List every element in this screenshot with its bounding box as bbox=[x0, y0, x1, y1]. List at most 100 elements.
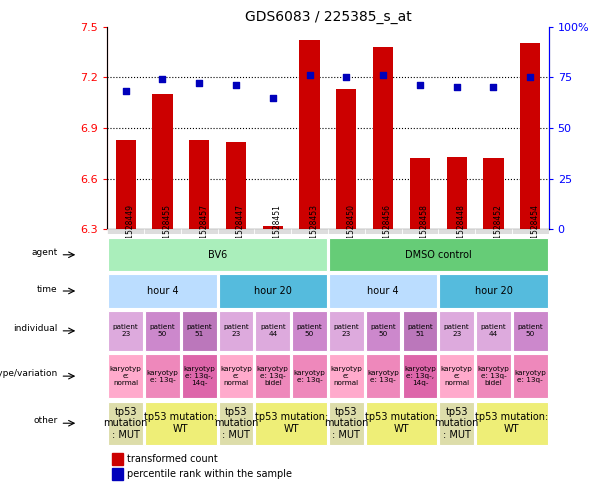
Text: patient
50: patient 50 bbox=[150, 325, 175, 337]
Bar bbox=[145, 311, 180, 351]
Bar bbox=[403, 355, 437, 398]
Text: hour 4: hour 4 bbox=[147, 286, 178, 296]
Text: GSM1528456: GSM1528456 bbox=[383, 204, 392, 255]
Text: GSM1528450: GSM1528450 bbox=[346, 204, 356, 255]
Bar bbox=[513, 311, 547, 351]
Point bbox=[268, 94, 278, 101]
Text: GSM1528448: GSM1528448 bbox=[457, 204, 466, 255]
Point bbox=[158, 75, 167, 83]
Bar bbox=[513, 355, 547, 398]
Text: percentile rank within the sample: percentile rank within the sample bbox=[127, 469, 292, 479]
Bar bbox=[153, 94, 173, 229]
Bar bbox=[365, 229, 402, 234]
Bar bbox=[299, 40, 320, 229]
Text: GSM1528447: GSM1528447 bbox=[236, 204, 245, 255]
Point bbox=[452, 84, 462, 91]
Bar bbox=[336, 89, 357, 229]
Text: GSM1528458: GSM1528458 bbox=[420, 204, 429, 255]
Text: tp53 mutation:
WT: tp53 mutation: WT bbox=[144, 412, 218, 434]
Text: hour 20: hour 20 bbox=[254, 286, 292, 296]
Bar bbox=[366, 401, 437, 445]
Bar bbox=[219, 355, 253, 398]
Bar bbox=[292, 355, 327, 398]
Bar bbox=[366, 311, 400, 351]
Bar bbox=[109, 355, 143, 398]
Bar bbox=[520, 43, 541, 229]
Bar bbox=[145, 355, 180, 398]
Bar bbox=[440, 274, 547, 308]
Bar bbox=[291, 229, 328, 234]
Bar bbox=[254, 229, 291, 234]
Text: patient
50: patient 50 bbox=[517, 325, 543, 337]
Bar bbox=[226, 142, 246, 229]
Bar bbox=[263, 226, 283, 229]
Bar bbox=[112, 468, 123, 480]
Bar bbox=[109, 401, 143, 445]
Bar bbox=[447, 156, 467, 229]
Text: patient
44: patient 44 bbox=[260, 325, 286, 337]
Point bbox=[231, 82, 241, 89]
Text: hour 20: hour 20 bbox=[474, 286, 512, 296]
Bar bbox=[329, 311, 364, 351]
Text: GSM1528452: GSM1528452 bbox=[493, 204, 503, 255]
Bar bbox=[109, 238, 327, 271]
Bar bbox=[189, 140, 210, 229]
Text: tp53
mutation
: MUT: tp53 mutation : MUT bbox=[214, 407, 258, 440]
Text: agent: agent bbox=[31, 248, 58, 257]
Bar bbox=[292, 311, 327, 351]
Text: genotype/variation: genotype/variation bbox=[0, 369, 58, 378]
Bar bbox=[484, 158, 504, 229]
Bar bbox=[329, 238, 547, 271]
Bar bbox=[512, 229, 549, 234]
Bar bbox=[109, 311, 143, 351]
Text: tp53
mutation
: MUT: tp53 mutation : MUT bbox=[324, 407, 368, 440]
Text: other: other bbox=[33, 416, 58, 426]
Bar bbox=[182, 355, 216, 398]
Text: DMSO control: DMSO control bbox=[405, 250, 471, 260]
Bar bbox=[409, 158, 430, 229]
Text: karyotyp
e:
normal: karyotyp e: normal bbox=[220, 366, 252, 386]
Text: tp53 mutation:
WT: tp53 mutation: WT bbox=[475, 412, 549, 434]
Bar bbox=[328, 229, 365, 234]
Bar bbox=[402, 229, 438, 234]
Text: tp53
mutation
: MUT: tp53 mutation : MUT bbox=[435, 407, 479, 440]
Point bbox=[378, 71, 388, 79]
Text: patient
23: patient 23 bbox=[444, 325, 470, 337]
Bar bbox=[219, 274, 327, 308]
Bar bbox=[440, 311, 474, 351]
Text: GSM1528453: GSM1528453 bbox=[310, 204, 319, 255]
Bar bbox=[438, 229, 475, 234]
Text: individual: individual bbox=[13, 324, 58, 333]
Text: patient
50: patient 50 bbox=[297, 325, 322, 337]
Text: karyotyp
e: 13q-: karyotyp e: 13q- bbox=[367, 369, 399, 383]
Bar bbox=[219, 401, 253, 445]
Bar bbox=[476, 355, 511, 398]
Bar bbox=[218, 229, 254, 234]
Point bbox=[489, 84, 498, 91]
Bar bbox=[115, 140, 135, 229]
Bar bbox=[440, 401, 474, 445]
Point bbox=[341, 73, 351, 81]
Text: patient
51: patient 51 bbox=[407, 325, 433, 337]
Text: karyotyp
e: 13q-
bidel: karyotyp e: 13q- bidel bbox=[478, 366, 509, 386]
Text: GSM1528454: GSM1528454 bbox=[530, 204, 539, 255]
Bar bbox=[181, 229, 218, 234]
Text: patient
44: patient 44 bbox=[481, 325, 506, 337]
Text: patient
23: patient 23 bbox=[223, 325, 249, 337]
Text: GSM1528451: GSM1528451 bbox=[273, 204, 282, 255]
Text: patient
23: patient 23 bbox=[333, 325, 359, 337]
Text: hour 4: hour 4 bbox=[367, 286, 399, 296]
Point bbox=[525, 73, 535, 81]
Text: karyotyp
e:
normal: karyotyp e: normal bbox=[441, 366, 473, 386]
Text: tp53
mutation
: MUT: tp53 mutation : MUT bbox=[104, 407, 148, 440]
Text: GSM1528457: GSM1528457 bbox=[199, 204, 208, 255]
Bar bbox=[144, 229, 181, 234]
Text: GSM1528455: GSM1528455 bbox=[162, 204, 172, 255]
Bar bbox=[329, 355, 364, 398]
Text: patient
50: patient 50 bbox=[370, 325, 396, 337]
Text: karyotyp
e:
normal: karyotyp e: normal bbox=[330, 366, 362, 386]
Point bbox=[194, 80, 204, 87]
Text: karyotyp
e: 13q-: karyotyp e: 13q- bbox=[147, 369, 178, 383]
Text: time: time bbox=[37, 284, 58, 294]
Bar bbox=[403, 311, 437, 351]
